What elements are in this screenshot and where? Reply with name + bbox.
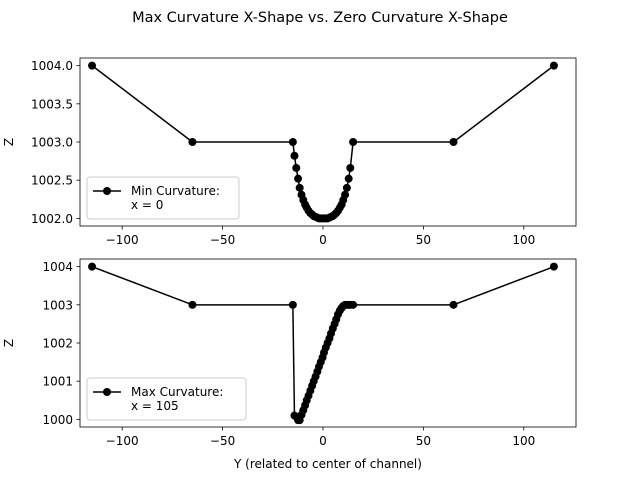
panel1-data-point <box>88 61 97 70</box>
panel2-ytick-label: 1001 <box>42 375 73 389</box>
panel2-data-point <box>449 300 458 309</box>
panel2-xtick-label: −100 <box>106 434 139 448</box>
panel2-data-point <box>188 300 197 309</box>
panel1-ytick-label: 1002.0 <box>31 212 73 226</box>
panel2-legend: Max Curvature:x = 105 <box>86 377 247 421</box>
panel1-data-point <box>292 163 301 172</box>
panel2-ylabel: Z <box>2 339 16 347</box>
panel2-ytick-label: 1004 <box>42 260 73 274</box>
panel2-xtick-label: 100 <box>512 434 535 448</box>
panel1-xtick-label: −50 <box>210 233 235 247</box>
panel1-data-point <box>449 138 458 146</box>
panel1-ytick-label: 1003.5 <box>31 97 73 111</box>
panel2-ytick-label: 1002 <box>42 337 73 351</box>
panel2-xtick-label: 50 <box>416 434 431 448</box>
panel1-data-point <box>346 163 355 172</box>
panel2-legend-box <box>86 377 247 421</box>
panel2-legend-label: x = 105 <box>131 399 179 413</box>
panel1-legend: Min Curvature:x = 0 <box>86 176 240 220</box>
panel1-xtick-label: 50 <box>416 233 431 247</box>
panel1-legend-marker <box>103 187 111 195</box>
panel1-data-point <box>349 138 358 146</box>
panel1-ytick-label: 1003.0 <box>31 136 73 150</box>
panel2-xtick-label: −50 <box>210 434 235 448</box>
panel1-ytick-label: 1004.0 <box>31 59 73 73</box>
panel2-ytick-label: 1003 <box>42 298 73 312</box>
panel1-xtick-label: 100 <box>512 233 535 247</box>
panel1-legend-label: x = 0 <box>131 198 163 212</box>
panel1-data-point <box>294 174 303 183</box>
panel2-ytick-label: 1000 <box>42 413 73 427</box>
panel2-legend-marker <box>103 388 111 396</box>
panel2: −100 −50 0 50 100 1000 1001 1002 1003 1004 Z Y (rel… <box>2 258 577 471</box>
panel2-data-point <box>349 300 358 309</box>
figure-title: Max Curvature X-Shape vs. Zero Curvature… <box>132 10 508 26</box>
panel1-data-point <box>295 183 304 192</box>
panel1-legend-box <box>86 176 240 220</box>
panel1-data-point <box>341 190 350 199</box>
panel1-data-point <box>288 138 297 146</box>
panel2-legend-label: Max Curvature: <box>131 385 223 399</box>
panel1-legend-label: Min Curvature: <box>131 184 220 198</box>
panel2-data-point <box>88 262 97 271</box>
panel1-ylabel: Z <box>2 138 16 146</box>
panel2-xtick-label: 0 <box>319 434 327 448</box>
panel1-xtick-label: −100 <box>106 233 139 247</box>
panel2-xlabel: Y (related to center of channel) <box>233 457 422 471</box>
panel2-data-point <box>549 262 558 271</box>
panel1-data-point <box>344 174 353 183</box>
panel1: −100 −50 0 50 100 1002.0 1002.5 1003.0 1003.5 100… <box>2 57 577 247</box>
panel1-xtick-label: 0 <box>319 233 327 247</box>
panel1-data-point <box>290 151 299 160</box>
panel1-data-point <box>549 61 558 70</box>
panel1-ytick-label: 1002.5 <box>31 174 73 188</box>
panel2-data-point <box>288 300 297 309</box>
panel1-data-point <box>188 138 197 146</box>
panel1-data-point <box>342 183 351 192</box>
